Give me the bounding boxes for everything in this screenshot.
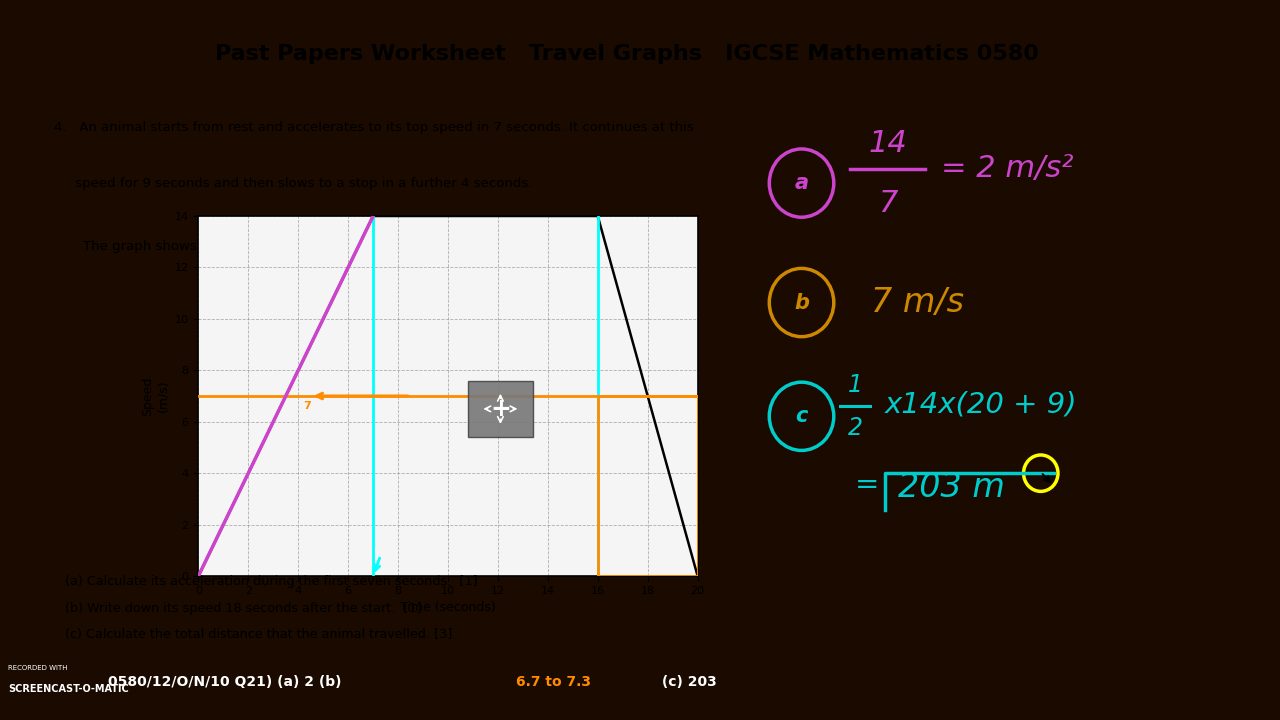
Text: speed for 9 seconds and then slows to a stop in a further 4 seconds.: speed for 9 seconds and then slows to a … [54, 177, 532, 190]
X-axis label: Time (seconds): Time (seconds) [401, 601, 495, 614]
Text: +: + [490, 397, 511, 421]
Text: The graph shows this information.: The graph shows this information. [83, 240, 311, 253]
Text: 1: 1 [847, 373, 863, 397]
Text: 7: 7 [878, 189, 897, 217]
Text: 7 m/s: 7 m/s [872, 286, 964, 319]
Y-axis label: Speed
(m/s): Speed (m/s) [141, 377, 169, 415]
Text: SCREENCAST-O-MATIC: SCREENCAST-O-MATIC [9, 684, 129, 694]
Bar [468, 381, 532, 437]
Text: RECORDED WITH: RECORDED WITH [9, 665, 68, 671]
Text: = 2 m/s²: = 2 m/s² [941, 154, 1074, 184]
Text: (a) Calculate its acceleration during the first seven seconds.  [1]: (a) Calculate its acceleration during th… [65, 575, 477, 588]
Text: 2: 2 [847, 415, 863, 440]
Text: 0580/12/O/N/10 Q21) (a) 2 (b): 0580/12/O/N/10 Q21) (a) 2 (b) [108, 675, 347, 688]
Text: =: = [855, 471, 888, 498]
Text: 7: 7 [303, 401, 311, 411]
Text: c: c [795, 406, 808, 426]
Text: 4.   An animal starts from rest and accelerates to its top speed in 7 seconds. I: 4. An animal starts from rest and accele… [54, 120, 694, 133]
Text: 14: 14 [868, 129, 908, 158]
Text: 203 m: 203 m [899, 471, 1005, 504]
Text: (c) 203: (c) 203 [658, 675, 717, 688]
Text: (c) Calculate the total distance that the animal travelled. [3]: (c) Calculate the total distance that th… [65, 629, 452, 642]
Text: x14x(20 + 9): x14x(20 + 9) [884, 391, 1078, 419]
Text: 6.7 to 7.3: 6.7 to 7.3 [516, 675, 591, 688]
Text: (b) Write down its speed 18 seconds after the start.  [1]: (b) Write down its speed 18 seconds afte… [65, 602, 421, 615]
Text: a: a [795, 173, 809, 193]
Text: Past Papers Worksheet   Travel Graphs   IGCSE Mathematics 0580: Past Papers Worksheet Travel Graphs IGCS… [215, 44, 1039, 64]
Text: b: b [794, 292, 809, 312]
